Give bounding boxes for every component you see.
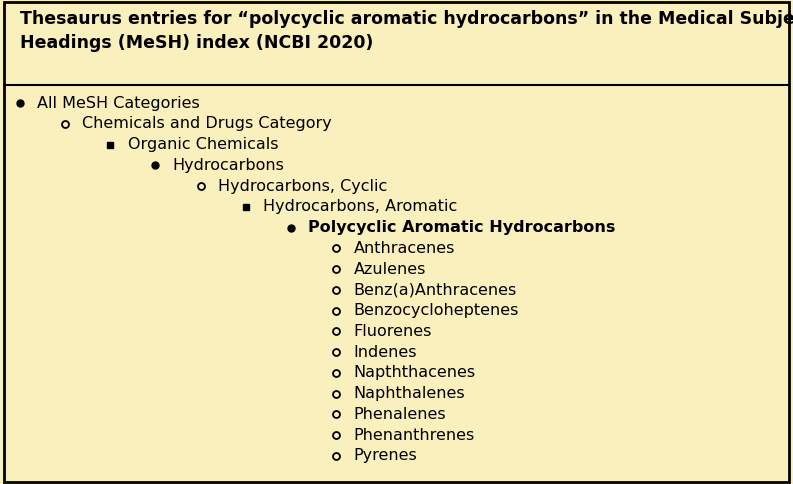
Text: Hydrocarbons, Cyclic: Hydrocarbons, Cyclic	[218, 179, 387, 194]
Text: Hydrocarbons: Hydrocarbons	[173, 158, 285, 173]
Text: Phenanthrenes: Phenanthrenes	[354, 428, 475, 443]
Text: Anthracenes: Anthracenes	[354, 241, 455, 256]
Text: Napththacenes: Napththacenes	[354, 365, 476, 380]
Text: All MeSH Categories: All MeSH Categories	[37, 95, 200, 110]
Text: Pyrenes: Pyrenes	[354, 449, 417, 464]
Text: Fluorenes: Fluorenes	[354, 324, 432, 339]
Text: Indenes: Indenes	[354, 345, 417, 360]
Text: Benz(a)Anthracenes: Benz(a)Anthracenes	[354, 282, 517, 297]
Text: Polycyclic Aromatic Hydrocarbons: Polycyclic Aromatic Hydrocarbons	[308, 220, 616, 235]
Text: Thesaurus entries for “polycyclic aromatic hydrocarbons” in the Medical Subject
: Thesaurus entries for “polycyclic aromat…	[20, 10, 793, 52]
Text: Chemicals and Drugs Category: Chemicals and Drugs Category	[82, 116, 332, 131]
Text: Azulenes: Azulenes	[354, 262, 426, 277]
Text: Naphthalenes: Naphthalenes	[354, 386, 465, 401]
Text: Organic Chemicals: Organic Chemicals	[128, 137, 278, 152]
Text: Hydrocarbons, Aromatic: Hydrocarbons, Aromatic	[263, 199, 458, 214]
Text: Phenalenes: Phenalenes	[354, 407, 446, 422]
Text: Benzocycloheptenes: Benzocycloheptenes	[354, 303, 519, 318]
